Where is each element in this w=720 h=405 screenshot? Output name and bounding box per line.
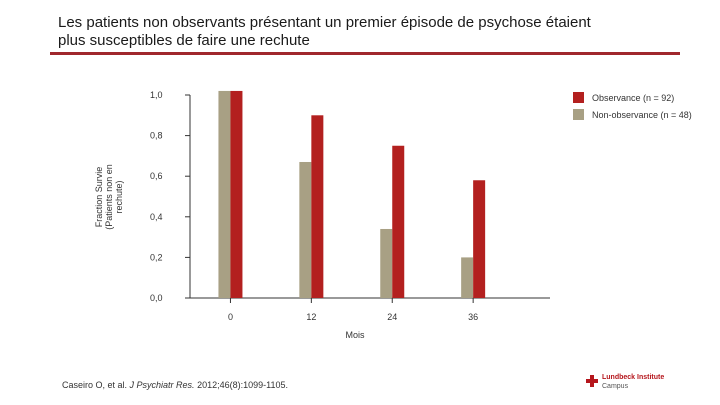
bar-non-observance: [299, 161, 312, 298]
bar-non-observance: [380, 228, 393, 298]
x-tick-label: 24: [387, 312, 397, 322]
bar-observance: [311, 115, 324, 298]
y-tick-label: 0,0: [150, 293, 163, 303]
bar-observance: [392, 145, 405, 298]
lundbeck-logo: Lundbeck Institute Campus: [586, 373, 676, 397]
slide-title: Les patients non observants présentant u…: [58, 14, 678, 50]
logo-subtitle: Campus: [602, 383, 629, 390]
legend-swatch: [573, 92, 584, 103]
y-axis-label: Fraction Survie(Patients non enrechute): [94, 164, 124, 230]
y-tick-label: 1,0: [150, 90, 163, 100]
bar-non-observance: [218, 90, 231, 298]
citation-details: 2012;46(8):1099-1105.: [194, 380, 288, 390]
x-tick-label: 0: [228, 312, 233, 322]
y-axis-label-line: rechute): [114, 180, 124, 213]
x-axis-label: Mois: [345, 330, 365, 340]
y-axis-label-line: Fraction Survie: [94, 167, 104, 228]
logo-name: Lundbeck Institute: [602, 374, 665, 381]
title-divider: [50, 52, 680, 55]
title-line-2: plus susceptibles de faire une rechute: [58, 32, 310, 49]
y-tick-label: 0,4: [150, 212, 163, 222]
citation-journal: J Psychiatr Res.: [129, 380, 195, 390]
y-tick-label: 0,2: [150, 252, 163, 262]
bar-non-observance: [461, 257, 474, 298]
bar-observance: [230, 90, 243, 298]
legend-swatch: [573, 109, 584, 120]
title-line-1: Les patients non observants présentant u…: [58, 14, 591, 31]
y-tick-label: 0,6: [150, 171, 163, 181]
citation: Caseiro O, et al. J Psychiatr Res. 2012;…: [62, 380, 288, 390]
y-tick-label: 0,8: [150, 131, 163, 141]
citation-authors: Caseiro O, et al.: [62, 380, 130, 390]
x-tick-label: 36: [468, 312, 478, 322]
x-tick-label: 12: [306, 312, 316, 322]
logo-cross-icon: [586, 375, 598, 387]
legend-label: Observance (n = 92): [592, 93, 674, 103]
bar-observance: [473, 180, 486, 298]
legend-label: Non-observance (n = 48): [592, 110, 692, 120]
y-axis-label-line: (Patients non en: [104, 164, 114, 230]
